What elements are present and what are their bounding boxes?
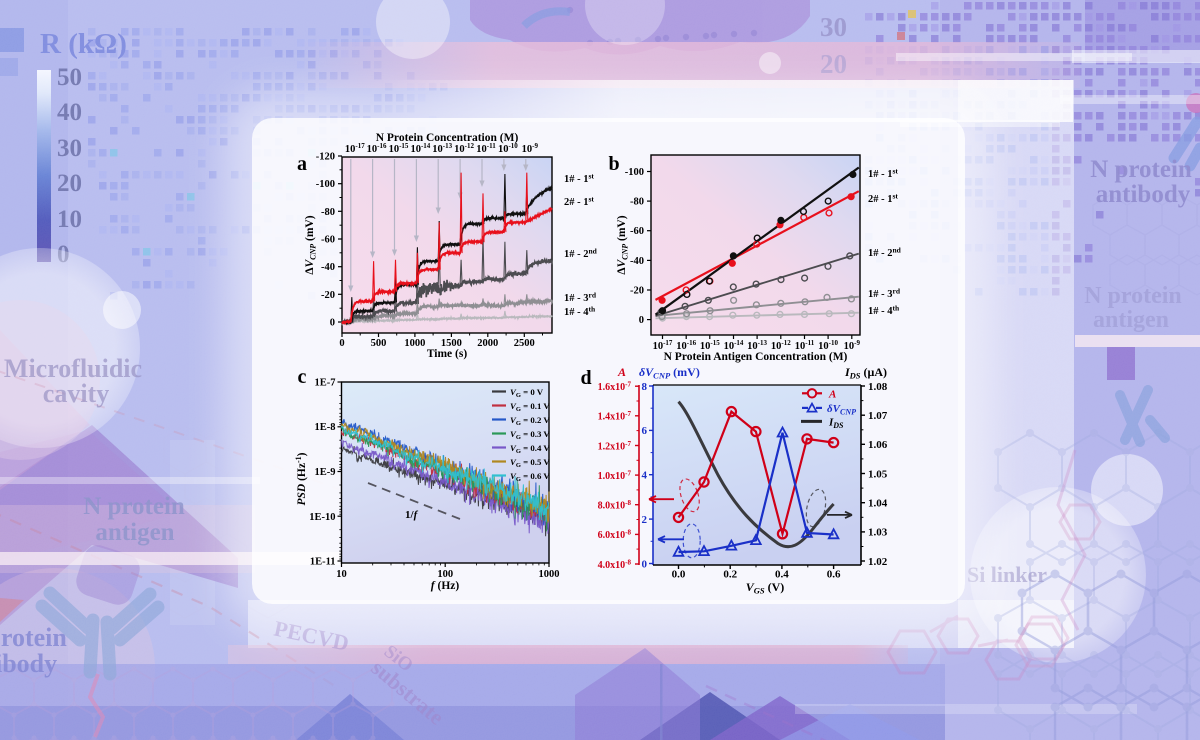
svg-text:10-11: 10-11	[476, 142, 496, 155]
svg-text:0.6: 0.6	[827, 569, 841, 581]
svg-text:10-13: 10-13	[432, 142, 452, 155]
svg-text:1# - 3rd: 1# - 3rd	[564, 291, 597, 305]
svg-text:1# - 4th: 1# - 4th	[868, 304, 900, 318]
svg-text:0.4: 0.4	[775, 569, 789, 581]
svg-text:-80: -80	[630, 197, 644, 208]
svg-text:d: d	[580, 367, 591, 389]
svg-text:∆VCNP (mV): ∆VCNP (mV)	[304, 215, 318, 274]
svg-text:VG = 0.6 V: VG = 0.6 V	[510, 471, 550, 483]
svg-text:-100: -100	[625, 167, 644, 178]
svg-text:1E-8: 1E-8	[315, 422, 336, 433]
svg-text:6: 6	[642, 425, 648, 437]
svg-text:1.05: 1.05	[868, 468, 888, 480]
svg-text:1E-7: 1E-7	[315, 378, 336, 389]
svg-text:-60: -60	[321, 235, 335, 246]
svg-text:N Protein Concentration (M): N Protein Concentration (M)	[376, 132, 519, 144]
svg-text:1500: 1500	[441, 338, 462, 349]
svg-text:1.03: 1.03	[868, 527, 888, 539]
svg-text:1000: 1000	[539, 569, 560, 580]
svg-text:1# - 3rd: 1# - 3rd	[868, 287, 901, 301]
svg-text:VG = 0.3 V: VG = 0.3 V	[510, 429, 550, 441]
svg-text:1E-10: 1E-10	[309, 512, 335, 523]
svg-text:PSD (Hz-1): PSD (Hz-1)	[294, 452, 308, 505]
svg-text:∆VCNP (mV): ∆VCNP (mV)	[616, 215, 630, 274]
svg-text:1# - 4th: 1# - 4th	[564, 305, 596, 319]
svg-text:a: a	[297, 153, 307, 175]
svg-text:VG = 0 V: VG = 0 V	[510, 387, 544, 399]
svg-text:0: 0	[330, 318, 335, 329]
svg-text:b: b	[608, 153, 619, 175]
svg-text:2# - 1st: 2# - 1st	[564, 195, 594, 209]
svg-text:-80: -80	[321, 207, 335, 218]
svg-text:δVCNP: δVCNP	[827, 403, 856, 417]
svg-text:-120: -120	[316, 152, 335, 163]
svg-text:10-15: 10-15	[389, 142, 409, 155]
svg-text:VG = 0.1 V: VG = 0.1 V	[510, 401, 550, 413]
svg-text:10-16: 10-16	[367, 142, 387, 155]
svg-text:1# - 1st: 1# - 1st	[868, 167, 898, 181]
svg-text:1.0x10-7: 1.0x10-7	[598, 469, 632, 482]
svg-text:-60: -60	[630, 226, 644, 237]
svg-text:A: A	[828, 388, 836, 400]
svg-text:1/f: 1/f	[405, 509, 419, 521]
svg-text:IDS (μA): IDS (μA)	[844, 365, 887, 381]
svg-text:N Protein Antigen Concentratio: N Protein Antigen Concentration (M)	[664, 351, 848, 363]
svg-text:1.02: 1.02	[868, 556, 888, 568]
svg-text:A: A	[617, 365, 626, 379]
svg-text:1.07: 1.07	[868, 410, 888, 422]
svg-text:10-12: 10-12	[454, 142, 474, 155]
svg-text:1.04: 1.04	[868, 498, 888, 510]
svg-text:2: 2	[642, 514, 648, 526]
svg-text:Time (s): Time (s)	[427, 348, 468, 360]
svg-text:IDS: IDS	[828, 416, 844, 430]
svg-text:2# - 1st: 2# - 1st	[868, 192, 898, 206]
svg-text:VGS (V): VGS (V)	[746, 580, 785, 596]
svg-text:δVCNP (mV): δVCNP (mV)	[639, 365, 700, 381]
svg-text:c: c	[298, 366, 307, 388]
svg-text:VG = 0.5 V: VG = 0.5 V	[510, 457, 550, 469]
svg-text:4: 4	[642, 470, 648, 482]
svg-text:f (Hz): f (Hz)	[431, 580, 460, 592]
svg-text:8: 8	[642, 381, 648, 393]
svg-text:8.0x10-8: 8.0x10-8	[598, 499, 632, 512]
svg-text:-20: -20	[630, 286, 644, 297]
svg-text:2000: 2000	[477, 338, 498, 349]
svg-text:10-10: 10-10	[498, 142, 518, 155]
svg-text:0: 0	[642, 558, 648, 570]
svg-text:6.0x10-8: 6.0x10-8	[598, 529, 632, 542]
svg-text:10: 10	[336, 569, 347, 580]
svg-text:1# - 1st: 1# - 1st	[564, 172, 594, 186]
svg-text:0: 0	[339, 338, 344, 349]
svg-text:1000: 1000	[404, 338, 425, 349]
svg-text:1E-11: 1E-11	[310, 557, 336, 568]
svg-text:1.6x10-7: 1.6x10-7	[598, 381, 632, 394]
svg-text:4.0x10-8: 4.0x10-8	[598, 558, 632, 571]
svg-text:1# - 2nd: 1# - 2nd	[564, 247, 598, 261]
svg-text:10-14: 10-14	[410, 142, 430, 155]
svg-text:-20: -20	[321, 290, 335, 301]
svg-text:500: 500	[371, 338, 387, 349]
svg-text:1.06: 1.06	[868, 439, 888, 451]
svg-text:-40: -40	[321, 262, 335, 273]
svg-text:VG = 0.2 V: VG = 0.2 V	[510, 415, 550, 427]
svg-text:1.2x10-7: 1.2x10-7	[598, 440, 632, 453]
svg-text:1E-9: 1E-9	[315, 467, 336, 478]
svg-text:-40: -40	[630, 256, 644, 267]
svg-text:-100: -100	[316, 179, 335, 190]
svg-text:1.4x10-7: 1.4x10-7	[598, 410, 632, 423]
svg-text:10-17: 10-17	[345, 142, 365, 155]
svg-text:2500: 2500	[514, 338, 535, 349]
svg-text:10-9: 10-9	[522, 142, 539, 155]
svg-text:0.0: 0.0	[672, 569, 686, 581]
svg-text:0: 0	[639, 315, 644, 326]
svg-text:1# - 2nd: 1# - 2nd	[868, 246, 902, 260]
svg-text:VG = 0.4 V: VG = 0.4 V	[510, 443, 550, 455]
svg-text:0.2: 0.2	[723, 569, 737, 581]
svg-text:1.08: 1.08	[868, 381, 888, 393]
svg-text:100: 100	[437, 569, 453, 580]
